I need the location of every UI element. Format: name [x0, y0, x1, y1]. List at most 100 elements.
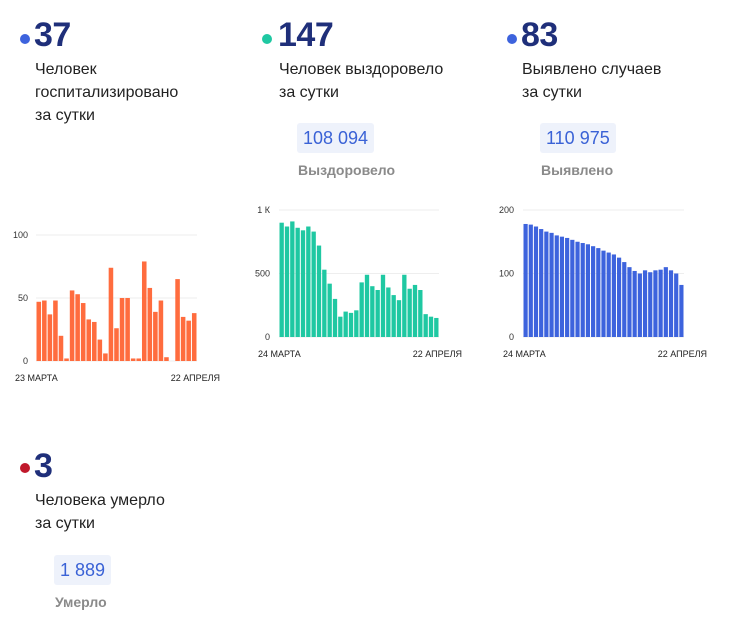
bar	[311, 231, 316, 337]
bar	[606, 252, 611, 337]
bar	[290, 221, 295, 337]
bar	[322, 269, 327, 337]
detected-description: Выявлено случаев за сутки	[522, 58, 702, 104]
died-value: 3	[34, 447, 53, 485]
bar	[632, 270, 637, 337]
bar	[434, 317, 439, 337]
bar	[418, 290, 423, 337]
bar	[407, 288, 412, 337]
detected-desc-line1: Выявлено случаев	[522, 61, 662, 78]
bar	[648, 272, 653, 337]
hospitalized-chart: 0 50 100 23 МАРТА 22 АПРЕЛЯ	[13, 230, 220, 383]
bar	[114, 328, 119, 361]
died-dot-icon	[20, 463, 30, 473]
y-tick-label: 50	[18, 293, 28, 303]
y-tick-label: 100	[13, 230, 28, 240]
died-description: Человека умерло за сутки	[35, 489, 215, 535]
bar	[570, 239, 575, 337]
detected-dot-icon	[507, 34, 517, 44]
bar	[559, 236, 565, 337]
y-tick-label: 0	[265, 332, 270, 342]
x-end-label: 22 АПРЕЛЯ	[658, 349, 707, 359]
bar	[585, 244, 591, 337]
bar	[175, 279, 180, 361]
y-tick-label: 100	[499, 269, 514, 279]
bar	[153, 311, 158, 361]
bar	[279, 222, 284, 337]
y-tick-label: 0	[509, 332, 514, 342]
bar	[396, 300, 402, 337]
bar	[674, 273, 679, 337]
bar	[668, 270, 674, 337]
bar	[47, 314, 53, 361]
bar	[642, 270, 648, 337]
bar	[103, 353, 108, 361]
bar	[627, 267, 632, 337]
bar	[663, 267, 668, 337]
bar	[343, 311, 348, 337]
bar	[332, 298, 338, 337]
bar	[130, 358, 136, 361]
detected-chart: 0 100 200 24 МАРТА 22 АПРЕЛЯ	[499, 205, 707, 359]
detected-desc-line2: за сутки	[522, 84, 582, 101]
bar	[97, 339, 103, 361]
y-tick-label: 1 К	[257, 205, 271, 215]
bar	[596, 248, 601, 337]
recovered-desc-line1: Человек выздоровело	[279, 61, 444, 78]
bar	[402, 274, 407, 337]
bar	[423, 314, 428, 337]
bar	[575, 241, 580, 337]
bar	[554, 235, 559, 337]
bar	[36, 301, 42, 361]
bar	[549, 232, 554, 337]
bar	[158, 300, 164, 361]
bar	[164, 357, 169, 361]
bar	[300, 230, 306, 337]
recovered-desc-line2: за сутки	[279, 84, 339, 101]
bar	[354, 310, 359, 337]
bar	[523, 223, 528, 337]
x-end-label: 22 АПРЕЛЯ	[171, 373, 220, 383]
bar	[359, 282, 364, 337]
bar	[386, 287, 391, 337]
bar	[364, 274, 370, 337]
bar	[191, 313, 197, 361]
bar	[428, 316, 434, 337]
bar	[565, 237, 570, 337]
recovered-description: Человек выздоровело за сутки	[279, 58, 459, 104]
hospitalized-value: 37	[34, 16, 71, 54]
bar	[86, 319, 92, 361]
x-end-label: 22 АПРЕЛЯ	[413, 349, 462, 359]
x-start-label: 24 МАРТА	[503, 349, 546, 359]
x-start-label: 23 МАРТА	[15, 373, 58, 383]
bar	[108, 267, 114, 361]
bar	[64, 358, 69, 361]
hospitalized-description: Человек госпитализировано за сутки	[35, 58, 215, 127]
hospitalized-desc-line1: Человек	[35, 61, 97, 78]
y-tick-label: 200	[499, 205, 514, 215]
x-start-label: 24 МАРТА	[258, 349, 301, 359]
bar	[653, 270, 658, 337]
y-tick-label: 500	[255, 269, 270, 279]
bar	[327, 283, 332, 337]
bar	[539, 229, 544, 337]
bar	[58, 335, 64, 361]
bar	[125, 298, 130, 361]
bar	[533, 226, 539, 337]
bar	[391, 295, 396, 337]
bar	[141, 261, 147, 361]
died-desc-line1: Человека умерло	[35, 492, 165, 509]
bar	[544, 231, 549, 337]
bar	[380, 274, 386, 337]
recovered-value: 147	[278, 16, 334, 54]
bar	[42, 300, 47, 361]
bar	[412, 284, 418, 337]
detected-value: 83	[521, 16, 558, 54]
bar	[658, 269, 663, 337]
bar	[591, 246, 596, 337]
recovered-total-label: Выздоровело	[298, 162, 396, 178]
bar	[611, 254, 616, 337]
bar	[348, 312, 354, 337]
bar	[92, 321, 97, 361]
bar	[147, 287, 153, 361]
